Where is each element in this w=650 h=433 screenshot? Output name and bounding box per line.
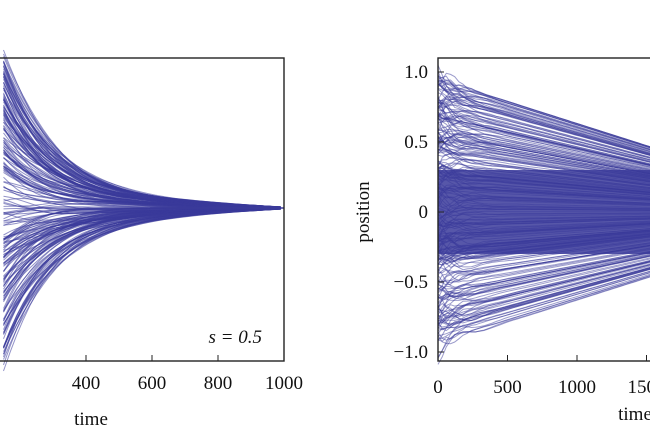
left-annotation: s = 0.5 (209, 327, 262, 348)
right-series-line (437, 266, 650, 328)
right-series-line (437, 270, 650, 331)
right-series-line (437, 115, 650, 165)
right-series-line (437, 131, 650, 173)
left-x-axis-label: time (74, 409, 108, 430)
right-trajectories (437, 65, 650, 365)
right-chart: 0 500 1000 1500 1.0 0.5 0 −0.5 −1.0 position ti… (353, 57, 650, 425)
right-series-line (437, 128, 650, 171)
right-series-line (437, 142, 650, 180)
right-y-tick-label: 0 (419, 202, 429, 223)
left-x-tick-label: 400 (72, 373, 101, 394)
right-series-line (437, 87, 650, 153)
right-y-tick-label: −0.5 (394, 272, 428, 293)
right-x-ticks: 0 500 1000 1500 (433, 355, 650, 398)
right-series-line (437, 132, 650, 174)
right-series-line (437, 76, 650, 148)
right-series-line (437, 255, 650, 312)
left-x-tick-label: 600 (138, 373, 167, 394)
right-series-line (437, 88, 650, 158)
right-series-line (437, 101, 650, 167)
right-y-axis-label: position (353, 181, 374, 243)
left-series-line (3, 73, 281, 208)
right-series-line (437, 136, 650, 178)
right-series-line (437, 95, 650, 154)
right-y-tick-label: 0.5 (404, 132, 428, 153)
right-series-line (437, 259, 650, 317)
right-series-line (437, 258, 650, 324)
right-series-line (437, 135, 650, 179)
right-series-line (437, 273, 650, 358)
right-series-line (437, 111, 650, 163)
right-series-line (437, 106, 650, 170)
right-y-ticks: 1.0 0.5 0 −0.5 −1.0 (394, 62, 444, 363)
right-series-line (437, 103, 650, 168)
right-series-line (437, 135, 650, 177)
right-series-line (437, 265, 650, 321)
right-series-line (437, 268, 650, 328)
right-x-axis-label: time (618, 404, 650, 425)
left-trajectories (3, 49, 284, 372)
right-series-line (437, 109, 650, 161)
right-series-line (437, 139, 650, 180)
right-series-line (437, 247, 650, 283)
right-series-line (437, 115, 650, 167)
right-y-tick-label: 1.0 (404, 62, 428, 83)
right-x-tick-label: 1000 (558, 377, 596, 398)
right-series-line (437, 264, 650, 342)
right-x-tick-label: 0 (433, 377, 443, 398)
right-series-line (437, 83, 650, 150)
right-series-line (437, 244, 650, 281)
right-series-line (437, 70, 650, 149)
right-series-line (437, 116, 650, 173)
right-series-line (437, 263, 650, 317)
right-series-line (437, 245, 650, 294)
left-series-line (3, 95, 281, 208)
right-series-line (437, 267, 650, 330)
right-x-tick-label: 1500 (628, 377, 650, 398)
right-series-line (437, 255, 650, 309)
left-x-ticks: 400 600 800 1000 (72, 355, 303, 394)
right-series-line (437, 268, 650, 326)
right-series-line (437, 257, 650, 309)
left-x-tick-label: 1000 (265, 373, 303, 394)
left-series-line (3, 208, 281, 324)
left-x-tick-label: 800 (204, 373, 233, 394)
right-y-tick-label: −1.0 (394, 342, 428, 363)
right-series-line (437, 98, 650, 156)
right-series-line (437, 253, 650, 298)
left-plot-frame (0, 57, 285, 362)
right-x-tick-label: 500 (493, 377, 522, 398)
right-series-line (437, 91, 650, 154)
right-series-line (437, 103, 650, 160)
right-series-line (437, 264, 650, 320)
right-series-line (437, 260, 650, 314)
right-dense-band (438, 170, 650, 254)
right-series-line (437, 252, 650, 299)
right-series-line (437, 272, 650, 337)
left-series-line (3, 207, 281, 253)
right-series-line (437, 121, 650, 176)
right-series-line (437, 274, 650, 342)
left-chart: 400 600 800 1000 s = 0.5 time (0, 49, 303, 430)
right-series-line (437, 252, 650, 297)
right-series-line (437, 79, 650, 155)
right-series-line (437, 276, 650, 359)
right-series-line (438, 130, 650, 175)
right-series-line (437, 74, 650, 151)
right-series-line (437, 101, 650, 159)
right-series-line (438, 105, 650, 162)
right-series-line (437, 249, 650, 290)
right-plot-frame (437, 57, 650, 362)
right-series-line (437, 248, 650, 288)
right-series-line (437, 251, 650, 292)
